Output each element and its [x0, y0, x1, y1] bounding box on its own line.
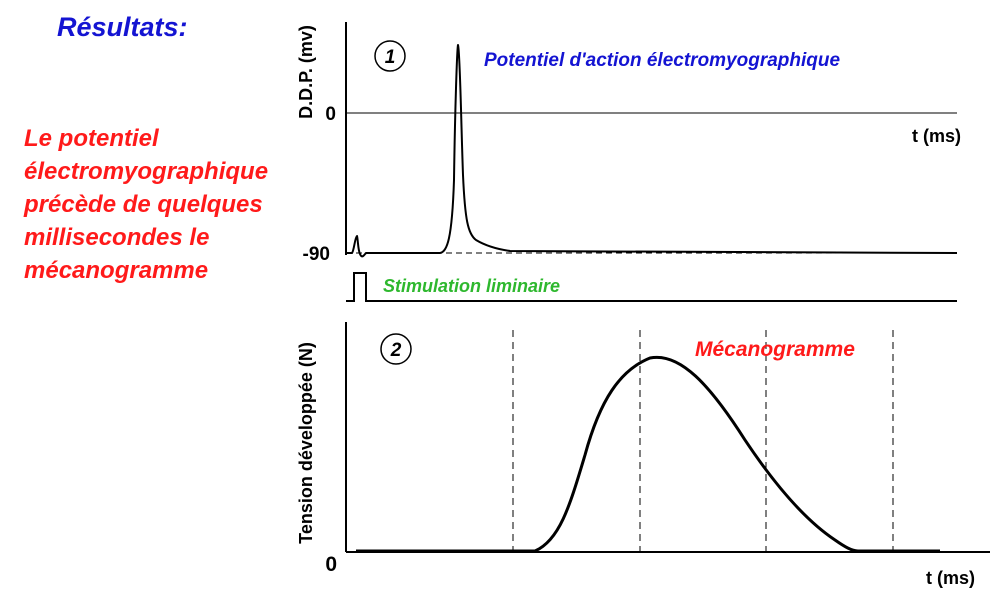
panel2-y-label: Tension développée (N) [296, 342, 316, 544]
panel2-number-circle [380, 333, 412, 365]
panel1-number: 1 [385, 47, 396, 68]
stimulus-trace-group: Stimulation liminaire [346, 272, 957, 302]
panel1-tick-zero: 0 [325, 104, 336, 125]
conclusion-line: mécanogramme [24, 257, 209, 284]
panel-action-potential: 1 Potentiel d'action électromyographique… [296, 22, 961, 265]
mechanogram-curve [356, 355, 940, 553]
panel2-caption: Mécanogramme [695, 338, 855, 361]
conclusion-line: électromyographique [24, 158, 269, 185]
panel2-number: 2 [390, 340, 402, 361]
panel1-y-label: D.D.P. (mv) [296, 25, 316, 119]
conclusion-line: précède de quelques [24, 191, 263, 218]
panel1-tick-rest: -90 [303, 244, 330, 265]
conclusion-line: millisecondes le [24, 224, 210, 251]
panel-mechanogram: 2 Mécanogramme Tension développée (N) 0 … [296, 322, 990, 588]
panel1-x-label: t (ms) [912, 126, 961, 146]
stimulus-label: Stimulation liminaire [383, 276, 560, 296]
panel1-number-circle [374, 40, 406, 72]
conclusion-line: Le potentiel [24, 125, 159, 152]
page-title: Résultats: [57, 12, 188, 42]
stimulus-pulse-trace [346, 272, 957, 302]
conclusion-text: Le potentiel électromyographique précède… [24, 122, 304, 287]
panel2-origin-label: 0 [325, 553, 337, 576]
panel2-x-label: t (ms) [926, 568, 975, 588]
panel1-caption: Potentiel d'action électromyographique [484, 50, 841, 71]
action-potential-trace [346, 44, 958, 258]
